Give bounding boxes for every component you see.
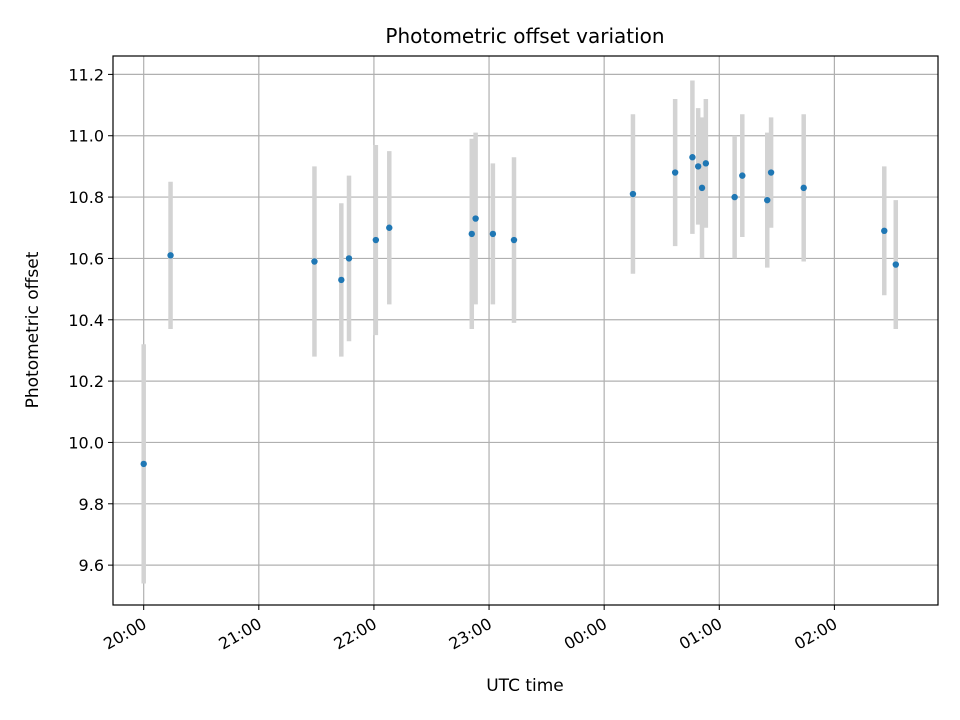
y-tick-label: 10.8	[68, 188, 104, 207]
y-tick-label: 11.0	[68, 127, 104, 146]
data-point	[881, 227, 888, 235]
plot-frame	[112, 55, 939, 606]
chart-title: Photometric offset variation	[385, 24, 664, 48]
data-point	[767, 169, 775, 176]
y-tick-label: 11.2	[68, 65, 104, 84]
data-point	[689, 154, 696, 161]
data-point	[764, 196, 771, 204]
y-tick-label: 9.8	[79, 495, 104, 514]
data-point	[800, 184, 807, 192]
data-point	[489, 230, 497, 238]
data-point	[739, 172, 746, 179]
data-points	[140, 154, 899, 468]
data-point	[731, 193, 738, 201]
x-axis-label: UTC time	[486, 676, 564, 696]
data-point	[698, 184, 706, 192]
data-point	[468, 230, 475, 238]
data-point	[629, 190, 637, 198]
data-point	[694, 163, 702, 170]
data-point	[671, 169, 679, 176]
data-point	[372, 236, 380, 244]
y-tick-label: 10.0	[68, 433, 104, 452]
data-point	[472, 215, 479, 222]
data-point	[702, 160, 710, 167]
y-tick-label: 10.2	[68, 372, 104, 391]
y-tick-label: 10.4	[68, 311, 104, 330]
data-point	[510, 236, 518, 244]
y-tick-label: 10.6	[68, 249, 104, 268]
y-axis-label: Photometric offset	[23, 251, 43, 408]
y-tick-label: 9.6	[79, 556, 104, 575]
data-point	[311, 258, 318, 265]
data-point	[140, 460, 147, 468]
data-point	[892, 261, 899, 268]
data-point	[167, 252, 174, 259]
data-point	[345, 255, 353, 262]
data-point	[386, 224, 393, 231]
data-point	[338, 276, 345, 284]
